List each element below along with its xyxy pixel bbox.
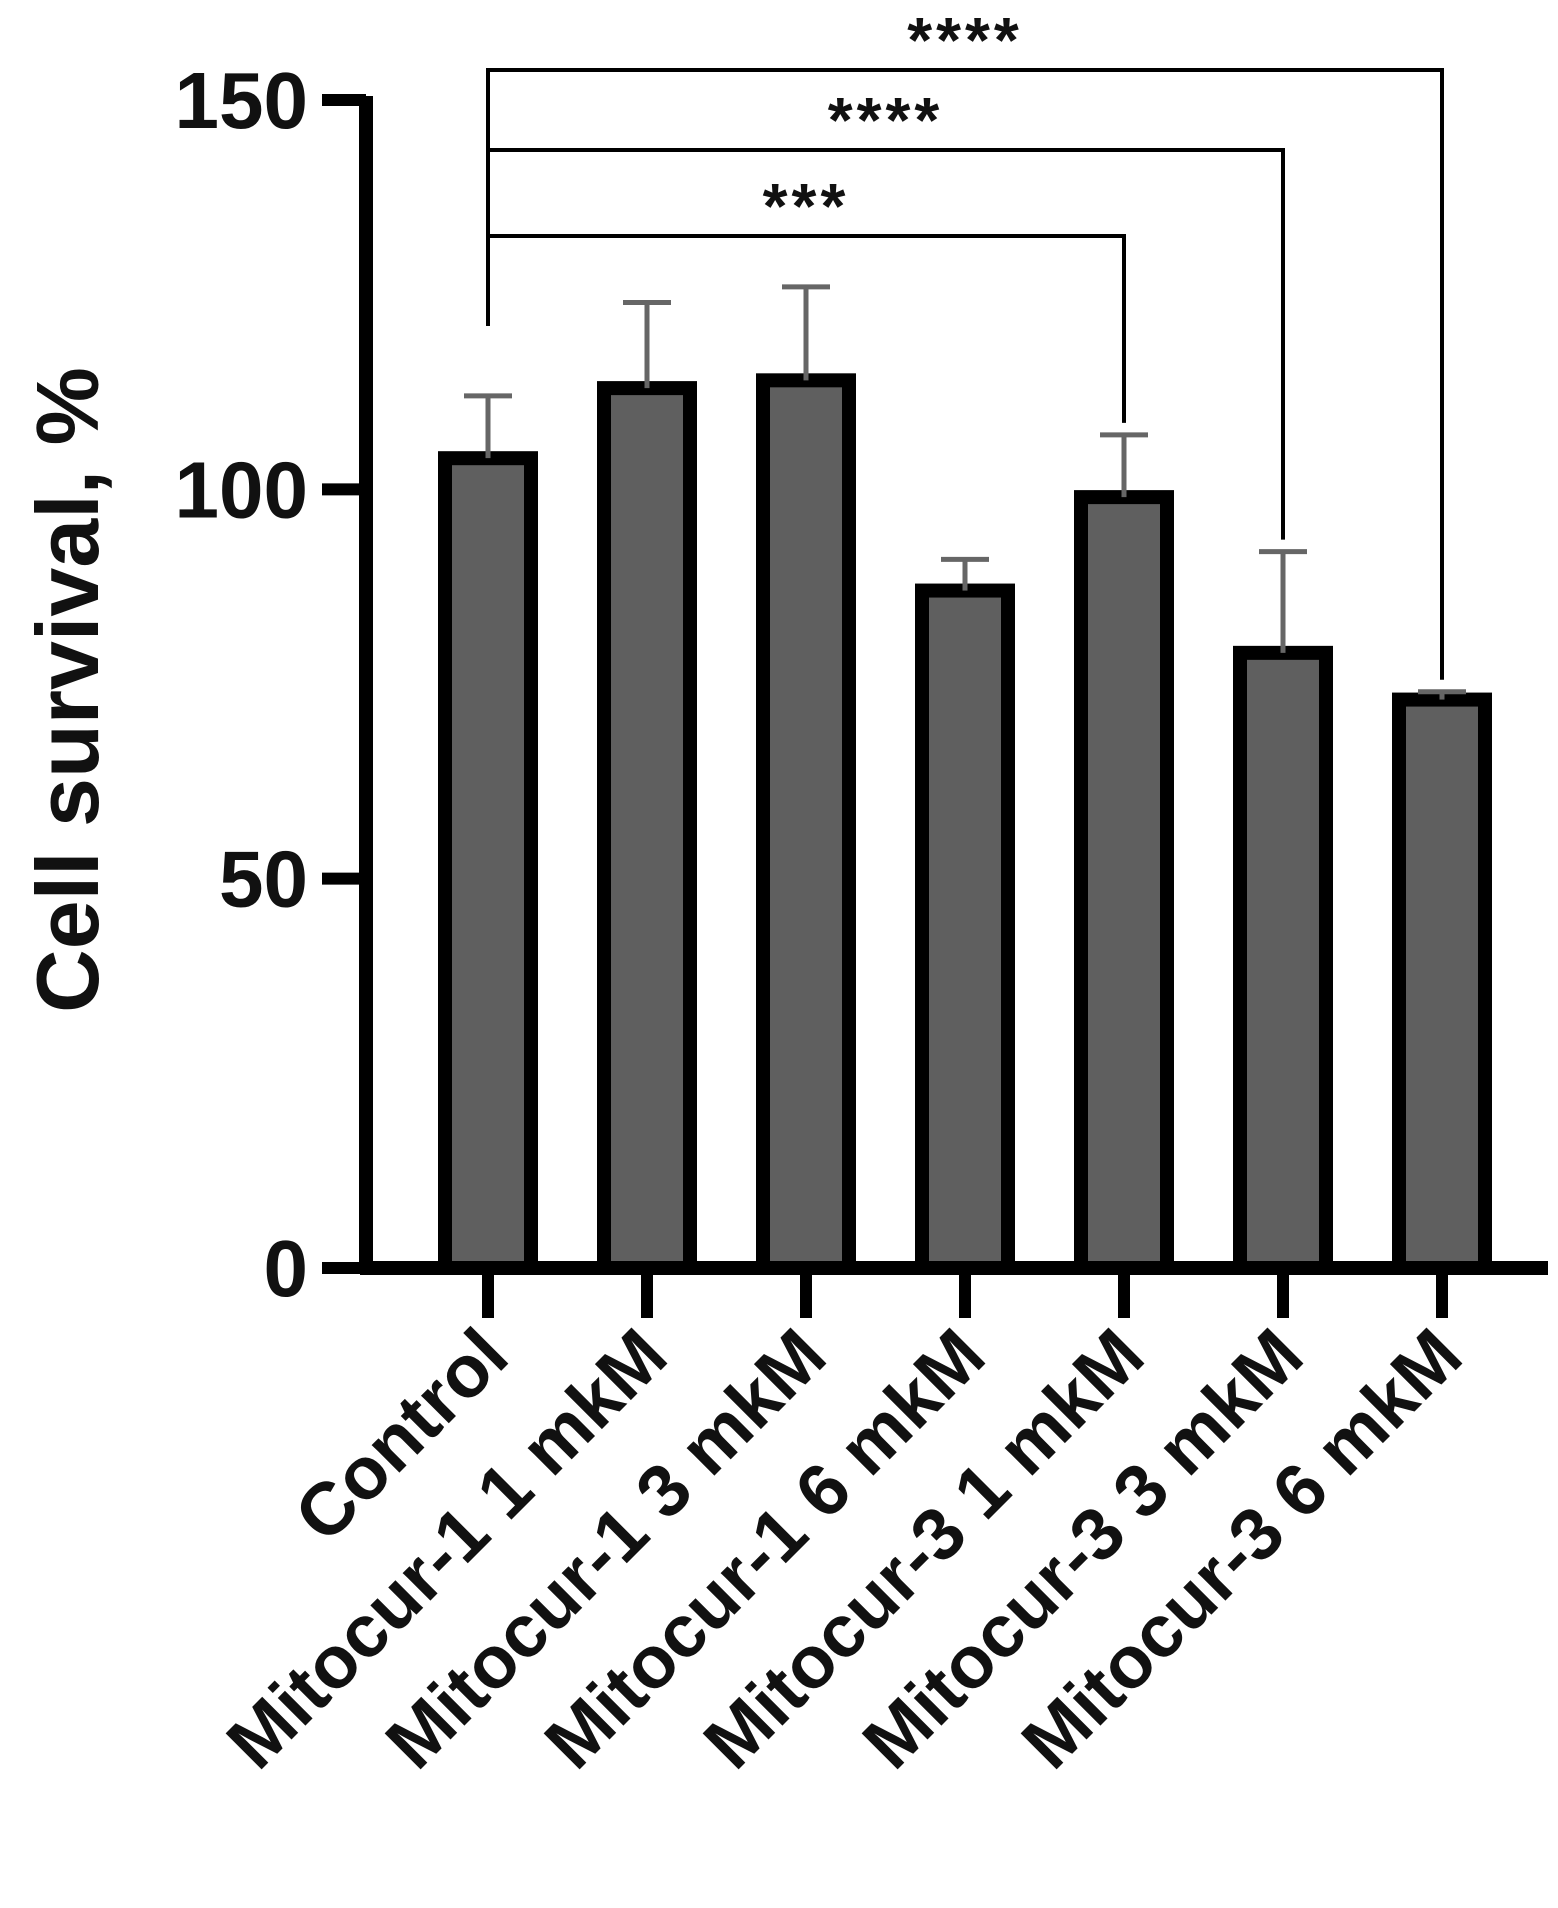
- y-tick-label-100: 100: [175, 445, 308, 534]
- significance-label-0: ****: [907, 4, 1023, 76]
- bar-2: [756, 373, 856, 1275]
- bar-5: [1233, 645, 1333, 1275]
- significance-label-1: ****: [828, 84, 944, 156]
- significance-label-2: ***: [763, 170, 850, 242]
- y-axis-title: Cell survival, %: [18, 367, 117, 1013]
- error-bars-layer: [464, 284, 1466, 700]
- bar-6: [1392, 692, 1492, 1275]
- y-tick-label-0: 0: [264, 1224, 309, 1313]
- bar-4: [1074, 490, 1174, 1275]
- bar-1: [597, 381, 697, 1275]
- significance-bracket-2: [486, 234, 1126, 423]
- y-tick-label-150: 150: [175, 56, 308, 145]
- bar-3: [915, 583, 1015, 1275]
- bars-layer: [438, 373, 1492, 1276]
- bar-0: [438, 451, 538, 1276]
- y-tick-label-50: 50: [219, 835, 308, 924]
- axes-layer: [359, 96, 1548, 1275]
- significance-layer: ***********: [486, 4, 1444, 680]
